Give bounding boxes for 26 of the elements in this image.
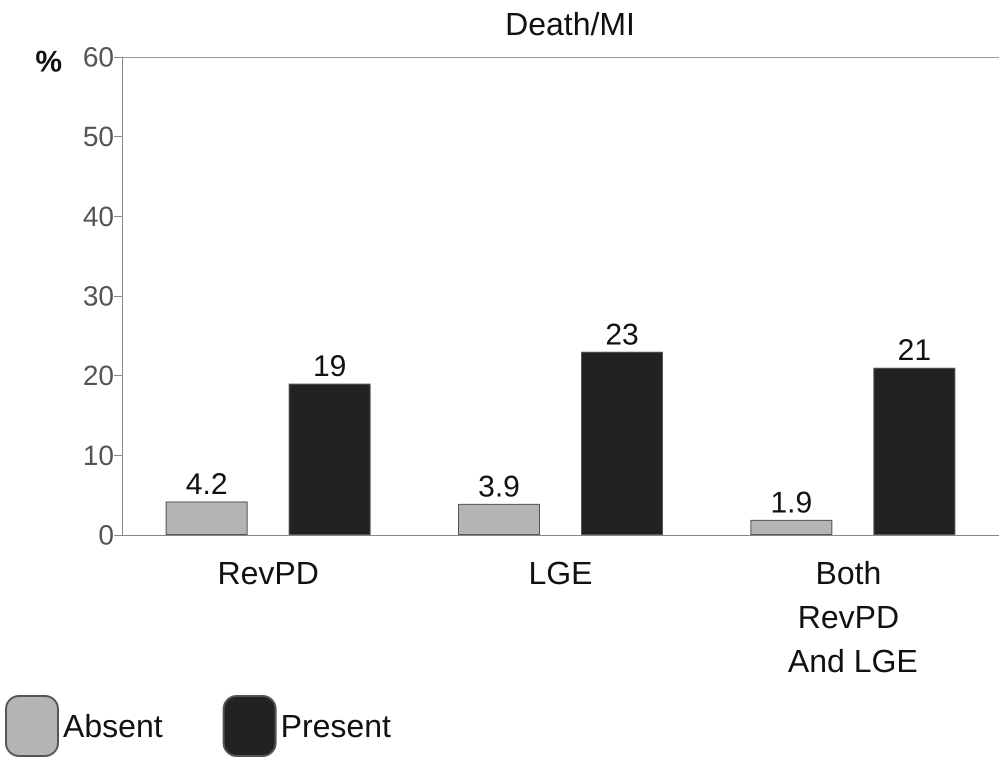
bar [750,520,832,535]
y-axis-title: % [35,46,62,78]
legend-label: Present [280,708,392,744]
data-label: 23 [605,318,639,352]
bar [288,384,371,535]
y-tick-label: 0 [98,520,114,550]
bar [873,368,956,535]
y-tick-label: 20 [82,360,114,392]
data-label: 3.9 [478,470,520,504]
x-tick-label: RevPD [217,555,319,591]
bar [458,504,540,535]
y-tick-label: 50 [82,121,114,152]
data-label: 21 [898,334,932,368]
y-tick-label: 60 [82,42,114,72]
x-tick-label: Both RevPD And LGE [788,555,918,679]
data-label: 4.2 [186,468,228,502]
bar [166,502,248,535]
x-tick-label: LGE [528,555,593,591]
y-tick-label: 40 [82,200,114,232]
legend-label: Absent [63,708,163,744]
y-tick-label: 10 [82,440,114,471]
chart-title: Death/MI [505,6,635,42]
bar [581,352,663,535]
data-label: 1.9 [770,486,812,520]
data-label: 19 [312,350,346,384]
y-tick-label: 30 [82,280,114,312]
